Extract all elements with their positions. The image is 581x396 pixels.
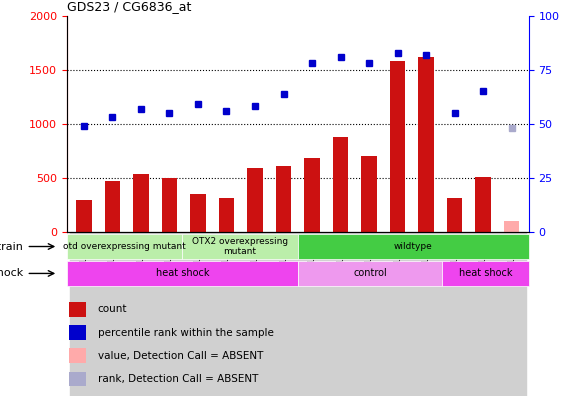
Bar	[247, 168, 263, 232]
Bar	[475, 177, 491, 232]
Bar	[67, 261, 298, 286]
Bar	[98, 232, 127, 396]
Bar	[212, 232, 241, 396]
Bar	[390, 61, 406, 232]
Text: value, Detection Call = ABSENT: value, Detection Call = ABSENT	[98, 351, 263, 361]
Bar	[190, 194, 206, 232]
Text: wildtype: wildtype	[394, 242, 433, 251]
Bar	[155, 232, 184, 396]
Bar	[298, 232, 327, 396]
Bar	[182, 234, 297, 259]
Bar	[69, 372, 86, 386]
Text: heat shock: heat shock	[458, 268, 512, 278]
Text: GDS23 / CG6836_at: GDS23 / CG6836_at	[67, 0, 191, 13]
Text: heat shock: heat shock	[156, 268, 209, 278]
Bar	[440, 232, 469, 396]
Text: rank, Detection Call = ABSENT: rank, Detection Call = ABSENT	[98, 374, 258, 384]
Bar	[355, 232, 383, 396]
Bar	[70, 232, 98, 396]
Text: count: count	[98, 304, 127, 314]
Text: shock: shock	[0, 268, 23, 278]
Bar	[162, 178, 177, 232]
Bar	[76, 200, 92, 232]
Text: control: control	[353, 268, 387, 278]
Bar	[69, 325, 86, 340]
Text: otd overexpressing mutant: otd overexpressing mutant	[63, 242, 186, 251]
Bar	[361, 156, 377, 232]
Bar	[418, 57, 434, 232]
Text: percentile rank within the sample: percentile rank within the sample	[98, 327, 274, 337]
Bar	[133, 175, 149, 232]
Bar	[67, 234, 182, 259]
Bar	[412, 232, 440, 396]
Bar	[298, 261, 442, 286]
Bar	[304, 158, 320, 232]
Bar	[69, 348, 86, 363]
Bar	[269, 232, 297, 396]
Bar	[218, 198, 234, 232]
Bar	[504, 221, 519, 232]
Text: OTX2 overexpressing
mutant: OTX2 overexpressing mutant	[192, 237, 288, 256]
Bar	[298, 234, 529, 259]
Text: strain: strain	[0, 242, 23, 251]
Bar	[241, 232, 269, 396]
Bar	[69, 302, 86, 317]
Bar	[127, 232, 155, 396]
Bar	[333, 137, 349, 232]
Bar	[105, 181, 120, 232]
Bar	[184, 232, 212, 396]
Bar	[469, 232, 497, 396]
Bar	[383, 232, 412, 396]
Bar	[447, 198, 462, 232]
Bar	[275, 166, 291, 232]
Bar	[497, 232, 526, 396]
Bar	[442, 261, 529, 286]
Bar	[327, 232, 355, 396]
